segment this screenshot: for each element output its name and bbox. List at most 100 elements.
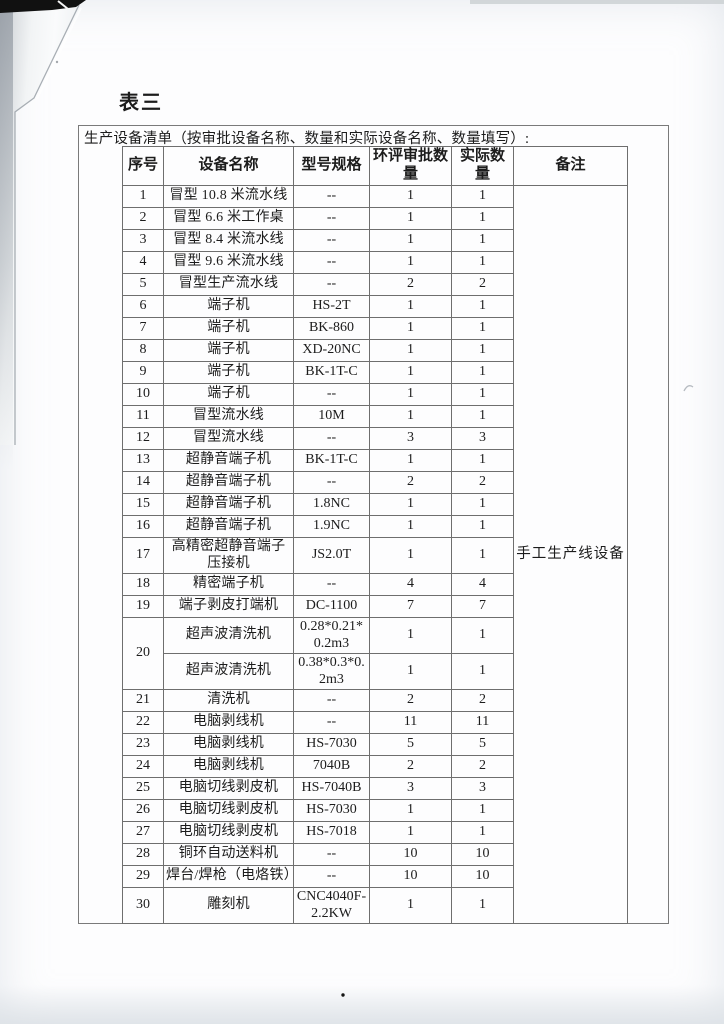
cell-serial: 25 xyxy=(122,777,164,800)
cell-approved-qty: 7 xyxy=(369,595,452,618)
cell-approved-qty: 10 xyxy=(369,865,452,888)
table-row: 22 电脑剥线机 -- 11 11 xyxy=(122,711,628,734)
cell-serial: 4 xyxy=(122,251,164,274)
cell-device-name: 电脑切线剥皮机 xyxy=(163,821,294,844)
cell-serial: 14 xyxy=(122,471,164,494)
fold-crease-line xyxy=(14,4,80,445)
cell-actual-qty: 1 xyxy=(451,405,514,428)
cell-serial: 18 xyxy=(122,573,164,596)
table-row: 4 冒型 9.6 米流水线 -- 1 1 xyxy=(122,251,628,274)
cell-remark-merged: 手工生产线设备 xyxy=(513,185,628,924)
cell-actual-qty: 1 xyxy=(451,887,514,924)
cell-actual-qty: 2 xyxy=(451,471,514,494)
cell-device-name: 超声波清洗机 xyxy=(163,617,294,654)
cell-serial: 24 xyxy=(122,755,164,778)
scan-speck xyxy=(341,993,345,997)
cell-device-name: 铜环自动送料机 xyxy=(163,843,294,866)
cell-actual-qty: 1 xyxy=(451,207,514,230)
cell-approved-qty: 1 xyxy=(369,207,452,230)
table-row: 11 冒型流水线 10M 1 1 xyxy=(122,405,628,428)
band-slash xyxy=(57,0,69,10)
column-header: 实际数量 xyxy=(451,146,514,186)
column-header: 型号规格 xyxy=(293,146,370,186)
cell-device-name: 冒型 6.6 米工作桌 xyxy=(163,207,294,230)
cell-actual-qty: 1 xyxy=(451,515,514,538)
cell-device-name: 冒型 9.6 米流水线 xyxy=(163,251,294,274)
cell-approved-qty: 1 xyxy=(369,821,452,844)
cell-device-name: 冒型 8.4 米流水线 xyxy=(163,229,294,252)
cell-device-name: 电脑剥线机 xyxy=(163,711,294,734)
cell-approved-qty: 5 xyxy=(369,733,452,756)
cell-approved-qty: 1 xyxy=(369,449,452,472)
cell-model: JS2.0T xyxy=(293,537,370,574)
top-right-strip xyxy=(470,0,724,4)
cell-device-name: 清洗机 xyxy=(163,689,294,712)
page-title: 表三 xyxy=(119,92,163,114)
cell-approved-qty: 1 xyxy=(369,295,452,318)
cell-actual-qty: 1 xyxy=(451,383,514,406)
cell-actual-qty: 2 xyxy=(451,755,514,778)
cell-device-name: 超静音端子机 xyxy=(163,471,294,494)
bottom-edge-tint xyxy=(0,985,724,1024)
cell-serial: 28 xyxy=(122,843,164,866)
cell-approved-qty: 3 xyxy=(369,777,452,800)
cell-approved-qty: 1 xyxy=(369,229,452,252)
scan-speck xyxy=(55,60,59,64)
cell-approved-qty: 1 xyxy=(369,617,452,654)
cell-device-name: 电脑切线剥皮机 xyxy=(163,799,294,822)
cell-approved-qty: 1 xyxy=(369,251,452,274)
cell-model: 0.28*0.21*0.2m3 xyxy=(293,617,370,654)
cell-approved-qty: 10 xyxy=(369,843,452,866)
table-row: 24 电脑剥线机 7040B 2 2 xyxy=(122,755,628,778)
table-row: 17 高精密超静音端子压接机 JS2.0T 1 1 xyxy=(122,537,628,574)
cell-model: 1.8NC xyxy=(293,493,370,516)
cell-device-name: 端子机 xyxy=(163,295,294,318)
cell-approved-qty: 1 xyxy=(369,653,452,690)
cell-actual-qty: 1 xyxy=(451,449,514,472)
cell-model: BK-1T-C xyxy=(293,449,370,472)
table-row: 27 电脑切线剥皮机 HS-7018 1 1 xyxy=(122,821,628,844)
cell-device-name: 冒型 10.8 米流水线 xyxy=(163,185,294,208)
cell-device-name: 超静音端子机 xyxy=(163,449,294,472)
table-body: 1 冒型 10.8 米流水线 -- 1 1 手工生产线设备 2 冒型 6.6 米工作桌 -- 1 1… xyxy=(122,185,628,924)
cell-device-name: 超静音端子机 xyxy=(163,515,294,538)
cell-serial: 26 xyxy=(122,799,164,822)
cell-actual-qty: 1 xyxy=(451,185,514,208)
cell-approved-qty: 1 xyxy=(369,493,452,516)
cell-approved-qty: 2 xyxy=(369,471,452,494)
table-row: 3 冒型 8.4 米流水线 -- 1 1 xyxy=(122,229,628,252)
cell-device-name: 超声波清洗机 xyxy=(163,653,294,690)
cell-model: -- xyxy=(293,427,370,450)
cell-actual-qty: 7 xyxy=(451,595,514,618)
cell-model: -- xyxy=(293,207,370,230)
cell-serial: 13 xyxy=(122,449,164,472)
cell-device-name: 冒型生产流水线 xyxy=(163,273,294,296)
scan-squiggle xyxy=(683,385,694,392)
table-row: 29 焊台/焊枪（电烙铁） -- 10 10 xyxy=(122,865,628,888)
cell-device-name: 焊台/焊枪（电烙铁） xyxy=(163,865,294,888)
cell-actual-qty: 5 xyxy=(451,733,514,756)
cell-approved-qty: 1 xyxy=(369,799,452,822)
cell-approved-qty: 1 xyxy=(369,537,452,574)
cell-device-name: 高精密超静音端子压接机 xyxy=(163,537,294,574)
cell-serial: 7 xyxy=(122,317,164,340)
cell-model: CNC4040F-2.2KW xyxy=(293,887,370,924)
column-header: 环评审批数量 xyxy=(369,146,452,186)
left-edge-shadow xyxy=(0,0,13,470)
table-header: 序号 设备名称 型号规格 环评审批数量 实际数量 备注 xyxy=(122,146,628,186)
cell-actual-qty: 1 xyxy=(451,295,514,318)
column-header: 序号 xyxy=(122,146,164,186)
cell-serial: 12 xyxy=(122,427,164,450)
cell-actual-qty: 1 xyxy=(451,317,514,340)
cell-approved-qty: 1 xyxy=(369,887,452,924)
cell-model: 10M xyxy=(293,405,370,428)
cell-actual-qty: 1 xyxy=(451,493,514,516)
cell-approved-qty: 2 xyxy=(369,689,452,712)
cell-actual-qty: 1 xyxy=(451,799,514,822)
cell-model: HS-7030 xyxy=(293,733,370,756)
cell-model: 1.9NC xyxy=(293,515,370,538)
table-row: 2 冒型 6.6 米工作桌 -- 1 1 xyxy=(122,207,628,230)
header-row: 序号 设备名称 型号规格 环评审批数量 实际数量 备注 xyxy=(122,146,628,186)
cell-approved-qty: 11 xyxy=(369,711,452,734)
